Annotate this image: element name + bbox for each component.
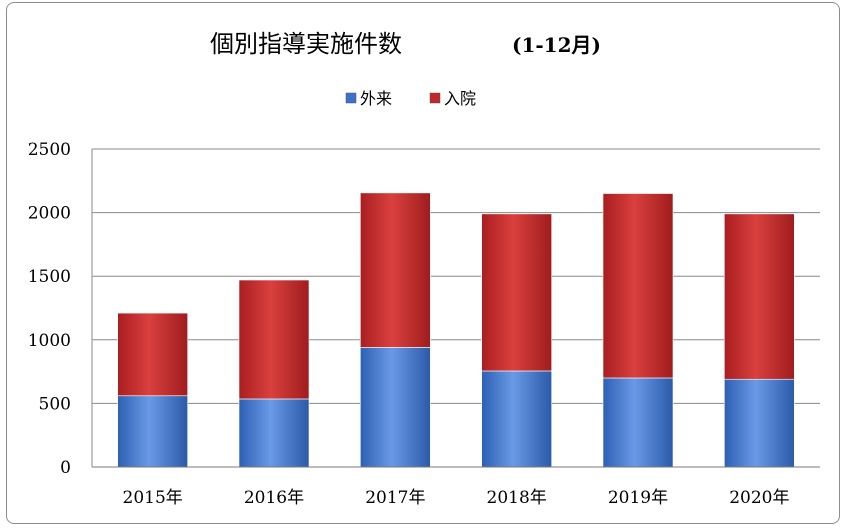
- y-tick-label: 2500: [28, 140, 71, 160]
- bar-segment-outpatient: [360, 347, 431, 468]
- y-tick-label: 2000: [28, 204, 71, 224]
- bar-segment-inpatient: [360, 192, 431, 348]
- bar-segment-inpatient: [602, 193, 674, 379]
- y-axis: 0 500 1000 1500 2000 2500: [28, 140, 93, 478]
- x-tick-label: 2017年: [365, 488, 425, 508]
- y-tick-label: 0: [60, 458, 71, 478]
- bar-segment-outpatient: [481, 370, 552, 468]
- bar-segment-inpatient: [117, 312, 188, 397]
- bar-segment-outpatient: [238, 398, 310, 468]
- chart-subtitle: (1-12月): [512, 33, 601, 57]
- legend-swatch: [345, 92, 357, 104]
- x-tick-label: 2019年: [608, 488, 668, 508]
- bar-segment-outpatient: [117, 395, 188, 468]
- gridlines: [92, 148, 820, 468]
- x-tick-label: 2016年: [244, 488, 304, 508]
- legend: 外来 入院: [345, 89, 476, 108]
- x-tick-label: 2015年: [123, 488, 183, 508]
- legend-label: 入院: [444, 89, 476, 108]
- x-axis: 2015年 2016年 2017年 2018年 2019年 2020年: [92, 466, 820, 508]
- legend-swatch: [429, 92, 441, 104]
- x-tick-label: 2020年: [729, 488, 789, 508]
- y-tick-label: 500: [39, 394, 71, 414]
- x-tick-label: 2018年: [487, 488, 547, 508]
- bar-segment-outpatient: [602, 377, 674, 468]
- bar-segment-outpatient: [724, 378, 795, 468]
- chart-title: 個別指導実施件数: [210, 30, 402, 58]
- legend-label: 外来: [360, 89, 392, 108]
- bars: [117, 192, 795, 468]
- y-tick-label: 1000: [28, 331, 71, 351]
- bar-segment-inpatient: [238, 279, 310, 400]
- bar-segment-inpatient: [481, 213, 552, 372]
- bar-segment-inpatient: [724, 213, 795, 380]
- y-tick-label: 1500: [28, 267, 71, 287]
